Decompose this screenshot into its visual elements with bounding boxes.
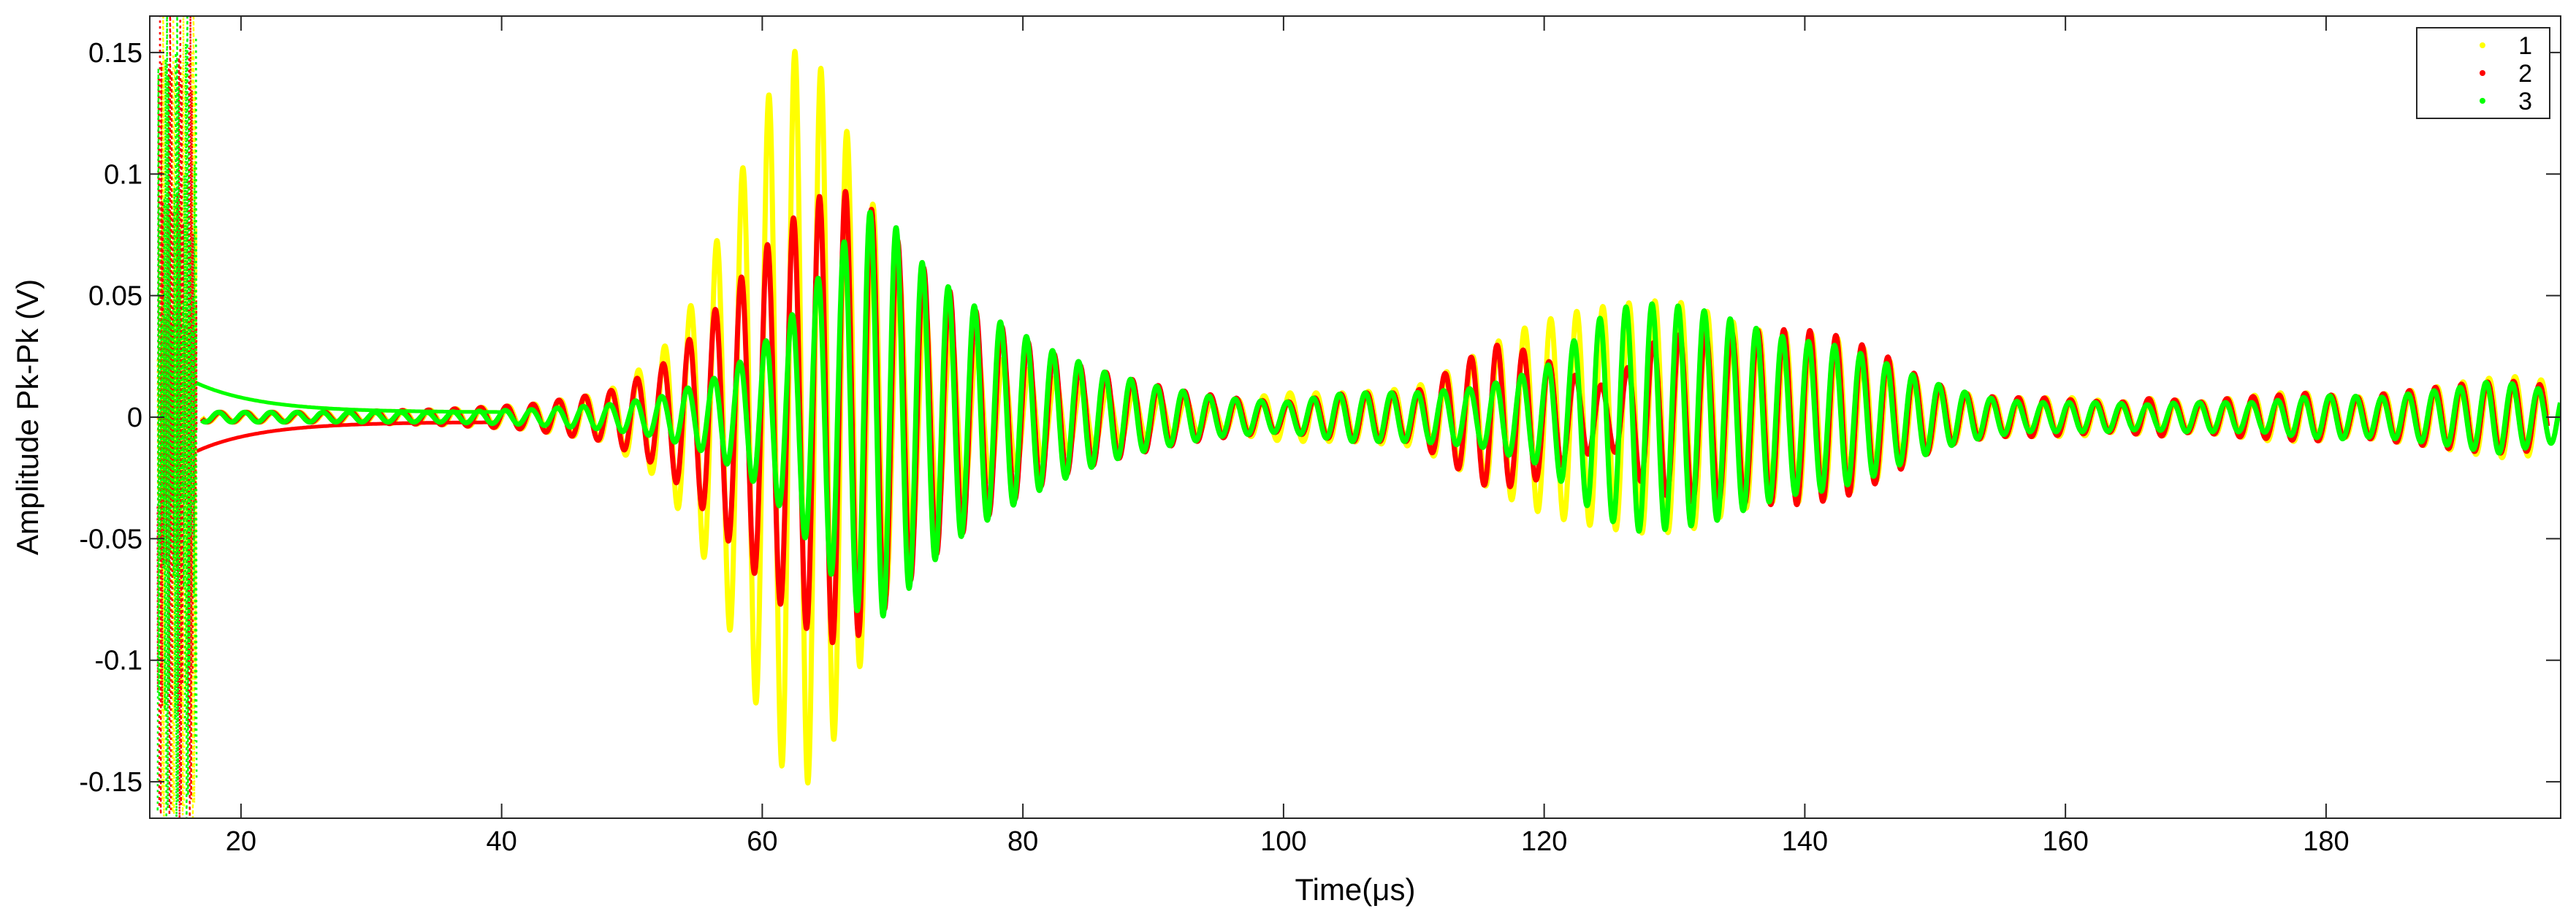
legend-marker bbox=[2480, 70, 2485, 76]
legend-marker bbox=[2480, 42, 2485, 48]
x-tick-label: 60 bbox=[747, 826, 777, 857]
x-tick-label: 100 bbox=[1260, 826, 1306, 857]
y-tick-label: 0 bbox=[127, 403, 142, 433]
x-tick-label: 80 bbox=[1007, 826, 1038, 857]
x-axis-label: Time(μs) bbox=[1295, 872, 1416, 907]
y-tick-label: -0.1 bbox=[95, 646, 142, 676]
y-tick-label: 0.1 bbox=[104, 159, 142, 190]
y-axis-label: Amplitude Pk-Pk (V) bbox=[10, 279, 45, 555]
series-3-transient bbox=[156, 16, 198, 818]
legend-label: 2 bbox=[2518, 60, 2532, 88]
legend-label: 3 bbox=[2518, 88, 2532, 115]
series-3-trace bbox=[199, 210, 2561, 619]
series-layer bbox=[156, 16, 2561, 818]
legend-label: 1 bbox=[2518, 32, 2532, 60]
series-3 bbox=[156, 16, 2561, 818]
legend-marker bbox=[2480, 98, 2485, 104]
x-tick-label: 20 bbox=[226, 826, 256, 857]
x-tick-label: 180 bbox=[2303, 826, 2349, 857]
x-tick-label: 140 bbox=[1782, 826, 1828, 857]
y-tick-label: 0.15 bbox=[88, 38, 142, 69]
legend: 123 bbox=[2416, 27, 2550, 119]
y-tick-label: -0.15 bbox=[79, 767, 142, 798]
y-tick-label: 0.05 bbox=[88, 281, 142, 312]
series-3-tail bbox=[196, 381, 500, 414]
legend-item: 3 bbox=[2480, 88, 2532, 115]
legend-item: 1 bbox=[2480, 32, 2532, 60]
series-2-tail bbox=[196, 420, 500, 453]
y-tick-label: -0.05 bbox=[79, 524, 142, 554]
x-tick-label: 120 bbox=[1521, 826, 1567, 857]
x-tick-label: 160 bbox=[2042, 826, 2088, 857]
axis-ticks: 20 40 60 80 100 120 140 160 180 0.15 0.1 0.05 0 -0.05… bbox=[79, 16, 2561, 857]
legend-item: 2 bbox=[2480, 60, 2532, 88]
x-tick-label: 40 bbox=[486, 826, 517, 857]
